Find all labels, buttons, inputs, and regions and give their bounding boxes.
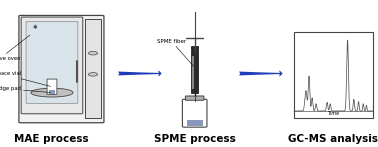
FancyBboxPatch shape bbox=[192, 56, 194, 89]
Text: SPME fiber: SPME fiber bbox=[157, 39, 194, 66]
Ellipse shape bbox=[31, 88, 73, 97]
FancyBboxPatch shape bbox=[182, 99, 207, 127]
Circle shape bbox=[88, 73, 98, 76]
Text: Time: Time bbox=[327, 111, 339, 116]
FancyBboxPatch shape bbox=[19, 15, 104, 123]
FancyBboxPatch shape bbox=[187, 120, 203, 126]
Text: ✱: ✱ bbox=[33, 25, 37, 30]
FancyBboxPatch shape bbox=[294, 32, 373, 118]
FancyBboxPatch shape bbox=[49, 90, 55, 94]
Text: Microwave oven: Microwave oven bbox=[0, 35, 30, 61]
FancyBboxPatch shape bbox=[47, 79, 57, 94]
Text: GC-MS analysis: GC-MS analysis bbox=[288, 134, 378, 144]
FancyBboxPatch shape bbox=[85, 19, 101, 118]
FancyBboxPatch shape bbox=[191, 46, 198, 93]
FancyBboxPatch shape bbox=[26, 22, 78, 103]
Text: SPME process: SPME process bbox=[154, 134, 235, 144]
Text: MAE process: MAE process bbox=[14, 134, 88, 144]
FancyBboxPatch shape bbox=[185, 96, 204, 100]
FancyBboxPatch shape bbox=[21, 17, 83, 114]
Circle shape bbox=[88, 51, 98, 55]
Text: Cambridge pad: Cambridge pad bbox=[0, 86, 51, 92]
Text: Headspace vial: Headspace vial bbox=[0, 71, 51, 86]
